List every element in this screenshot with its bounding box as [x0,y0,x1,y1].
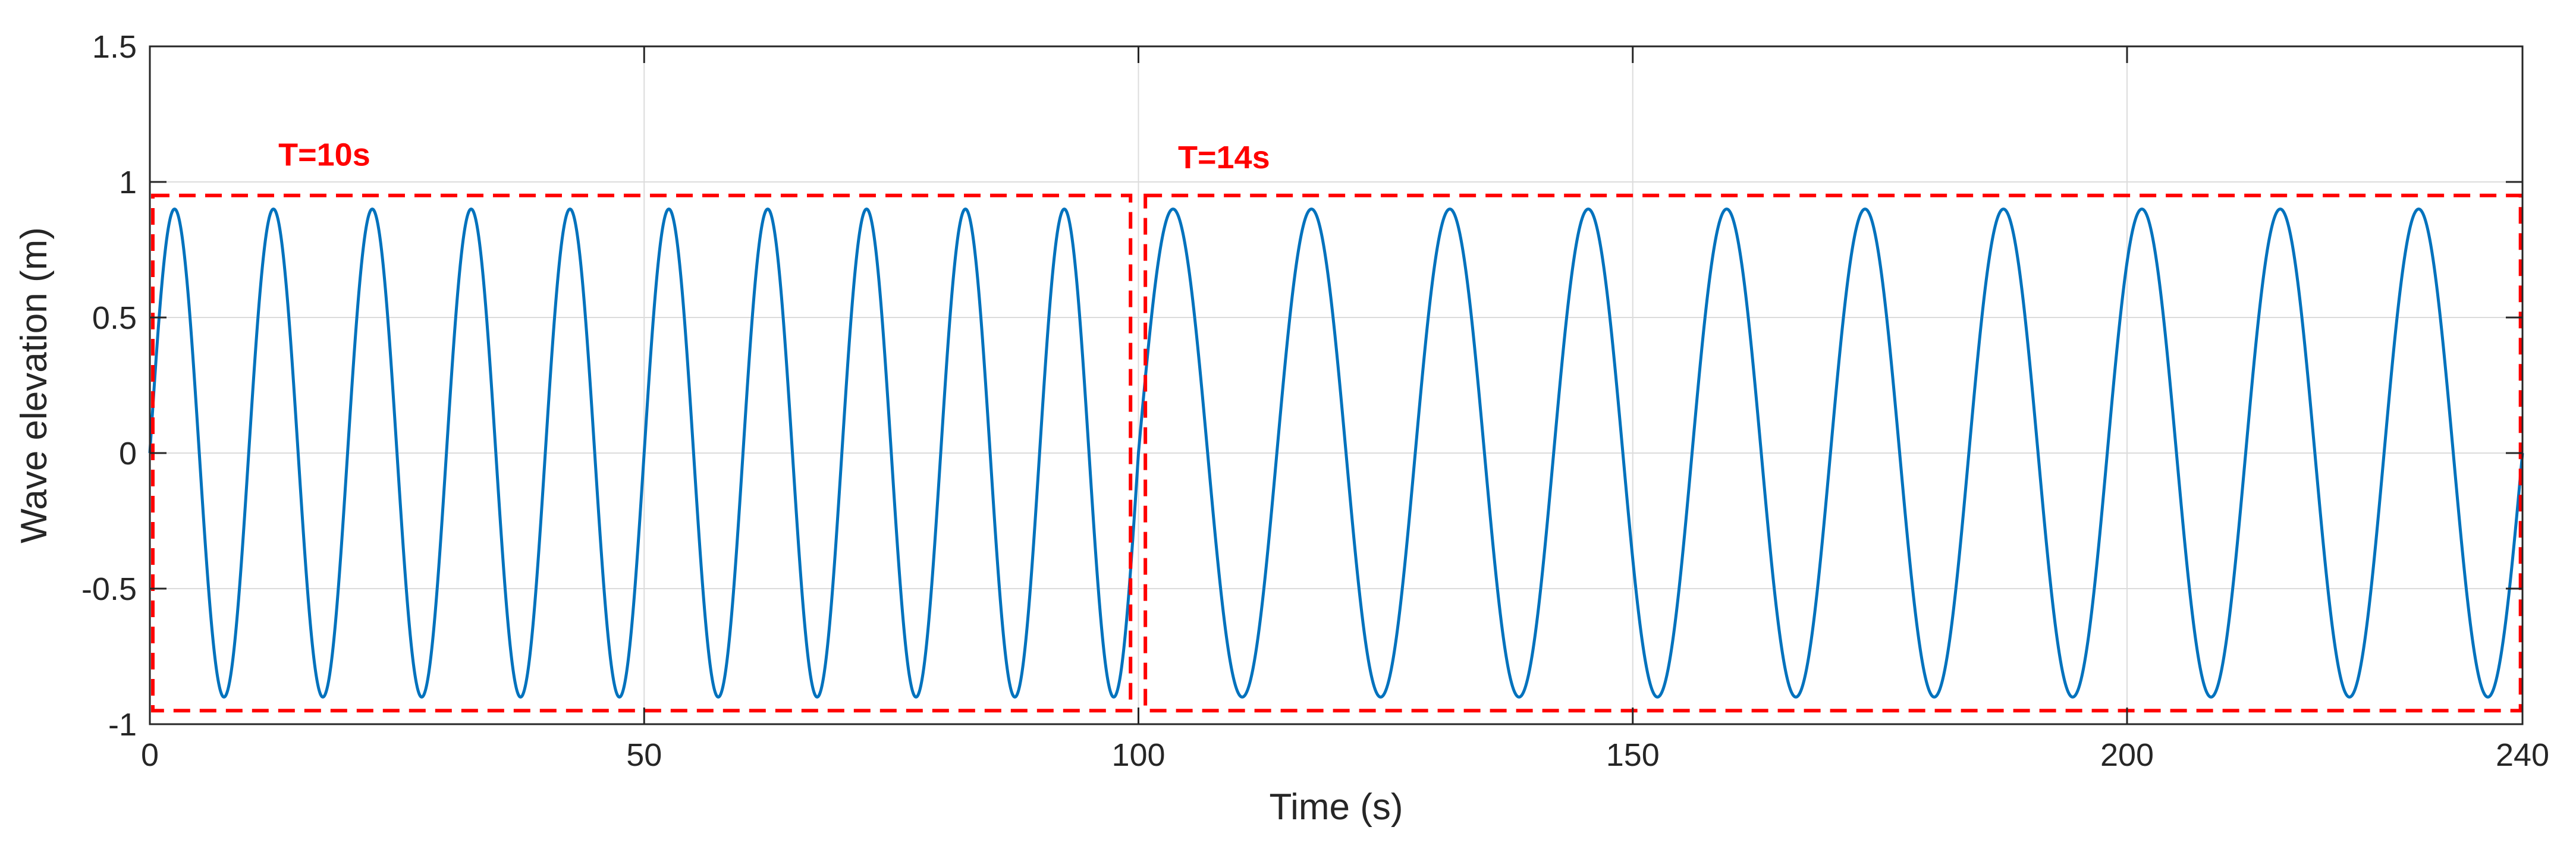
grid-lines [149,46,2523,725]
x-axis-label: Time (s) [1270,787,1403,828]
y-tick-label: 1 [119,165,137,200]
annotation-label: T=14s [1178,140,1270,175]
x-tick-label: 100 [1111,737,1165,773]
x-tick-label: 240 [2496,737,2549,773]
axis-ticks: 0 50 100 150 200 240 -1 -0.5 0 0.5 1 1.5 [81,29,2549,773]
series-layer [148,208,2524,699]
y-tick-label: -1 [108,707,137,743]
x-tick-label: 150 [1606,737,1660,773]
y-tick-label: 1.5 [92,29,137,65]
x-tick-label: 200 [2100,737,2154,773]
annotations: T=10s T=14s [278,137,1270,176]
y-tick-label: -0.5 [81,571,137,607]
series-line [148,208,2524,699]
x-tick-label: 0 [141,737,159,773]
y-tick-label: 0.5 [92,300,137,336]
x-tick-label: 50 [626,737,662,773]
annotation-label: T=10s [278,137,370,173]
y-axis-label: Wave elevation (m) [14,227,55,543]
y-tick-label: 0 [119,436,137,471]
plot-area-frame [149,45,2524,725]
